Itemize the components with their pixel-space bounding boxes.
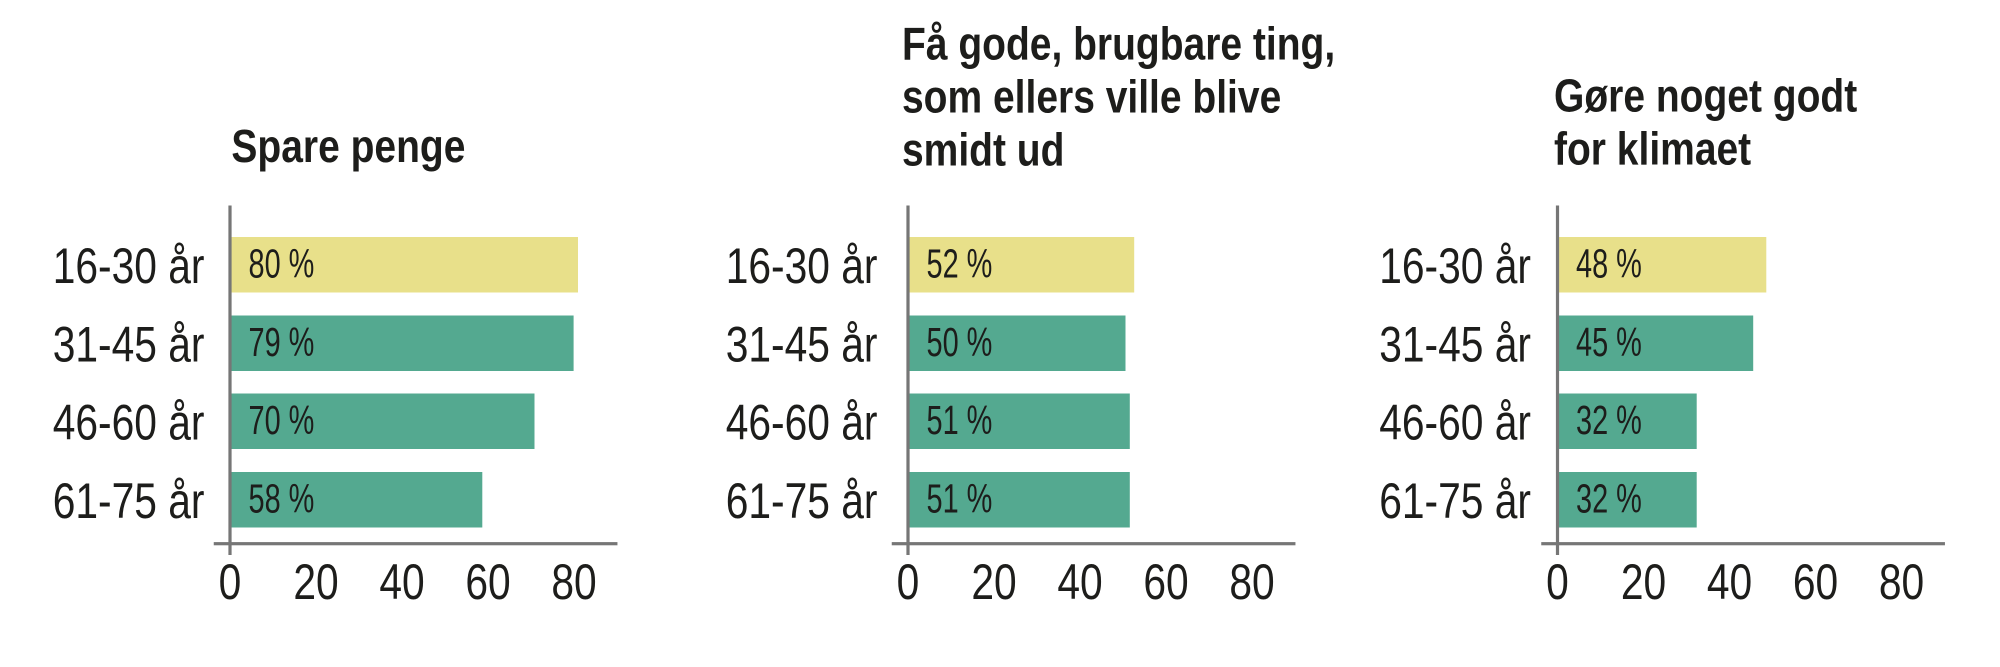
svg-text:70 %: 70 % (249, 397, 315, 443)
svg-text:16-30 år: 16-30 år (1379, 238, 1531, 294)
svg-text:31-45 år: 31-45 år (1379, 317, 1531, 373)
svg-text:for klimaet: for klimaet (1554, 124, 1751, 176)
svg-text:79 %: 79 % (249, 319, 315, 365)
svg-text:60: 60 (465, 554, 510, 610)
svg-text:80 %: 80 % (249, 240, 315, 286)
svg-text:60: 60 (1793, 554, 1838, 610)
svg-text:46-60 år: 46-60 år (53, 395, 205, 451)
svg-text:48 %: 48 % (1576, 240, 1642, 286)
svg-text:31-45 år: 31-45 år (53, 317, 205, 373)
svg-text:Spare penge: Spare penge (231, 121, 465, 173)
svg-text:smidt ud: smidt ud (902, 125, 1064, 177)
svg-text:31-45 år: 31-45 år (726, 317, 878, 373)
svg-text:58 %: 58 % (249, 475, 315, 521)
svg-text:46-60 år: 46-60 år (726, 395, 878, 451)
svg-text:40: 40 (379, 554, 424, 610)
svg-text:20: 20 (293, 554, 338, 610)
svg-text:80: 80 (551, 554, 596, 610)
svg-text:80: 80 (1229, 554, 1274, 610)
svg-text:50 %: 50 % (927, 319, 993, 365)
svg-text:80: 80 (1879, 554, 1924, 610)
svg-text:Gøre noget godt: Gøre noget godt (1554, 71, 1857, 123)
svg-text:40: 40 (1057, 554, 1102, 610)
svg-text:61-75 år: 61-75 år (1379, 473, 1531, 529)
svg-text:51 %: 51 % (927, 397, 993, 443)
svg-text:0: 0 (219, 554, 242, 610)
svg-text:45 %: 45 % (1576, 319, 1642, 365)
svg-text:0: 0 (1546, 554, 1569, 610)
svg-text:32 %: 32 % (1576, 397, 1642, 443)
svg-text:32 %: 32 % (1576, 475, 1642, 521)
svg-text:40: 40 (1707, 554, 1752, 610)
svg-text:61-75 år: 61-75 år (726, 473, 878, 529)
svg-text:16-30 år: 16-30 år (726, 238, 878, 294)
svg-text:51 %: 51 % (927, 475, 993, 521)
svg-text:52 %: 52 % (927, 240, 993, 286)
svg-text:61-75 år: 61-75 år (53, 473, 205, 529)
svg-text:16-30 år: 16-30 år (53, 238, 205, 294)
svg-text:60: 60 (1143, 554, 1188, 610)
svg-text:som ellers ville blive: som ellers ville blive (902, 72, 1281, 124)
svg-text:46-60 år: 46-60 år (1379, 395, 1531, 451)
svg-text:0: 0 (897, 554, 920, 610)
svg-text:Få gode, brugbare ting,: Få gode, brugbare ting, (902, 19, 1335, 71)
svg-text:20: 20 (1621, 554, 1666, 610)
svg-text:20: 20 (971, 554, 1016, 610)
